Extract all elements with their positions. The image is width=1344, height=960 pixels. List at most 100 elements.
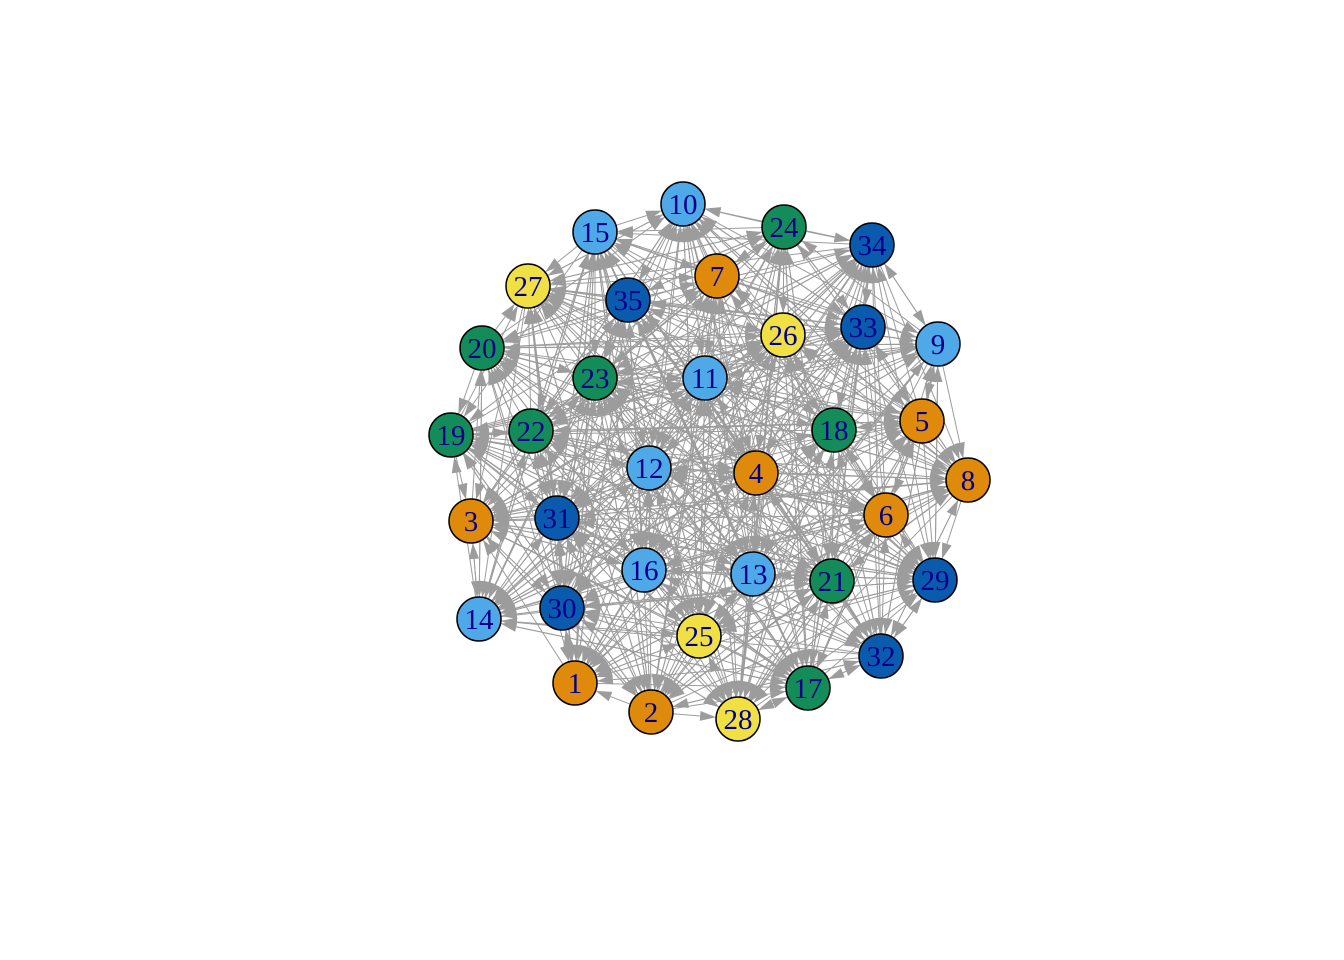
edge-20-27 bbox=[494, 316, 506, 331]
edge-arrowhead-23-17 bbox=[782, 653, 796, 670]
edge-14-25 bbox=[500, 620, 662, 634]
edge-arrowhead-34-9 bbox=[912, 309, 926, 326]
edge-35-17 bbox=[636, 319, 793, 654]
edge-arrowhead-6-27 bbox=[546, 297, 563, 311]
edge-arrowhead-31-23 bbox=[580, 399, 590, 416]
node-label-1: 1 bbox=[568, 668, 583, 700]
edge-23-30 bbox=[566, 399, 593, 571]
node-circle-14 bbox=[456, 596, 502, 642]
edge-arrowhead-34-8 bbox=[949, 442, 960, 460]
edge-arrowhead-31-17 bbox=[773, 662, 790, 676]
edge-16-30 bbox=[596, 578, 625, 593]
edge-arrowhead-33-24 bbox=[797, 244, 812, 260]
edge-8-29 bbox=[946, 500, 962, 545]
edge-arrowhead-28-4 bbox=[748, 494, 759, 512]
edge-arrowhead-2-17 bbox=[769, 688, 787, 699]
edge-arrowhead-30-29 bbox=[896, 577, 914, 588]
edge-arrowhead-20-19 bbox=[458, 397, 469, 415]
edge-arrowhead-33-2 bbox=[661, 676, 674, 693]
edge-arrowhead-35-29 bbox=[903, 550, 919, 566]
node-23: 23 bbox=[572, 355, 618, 401]
edge-23-9 bbox=[616, 347, 901, 377]
edge-arrowhead-35-19 bbox=[468, 407, 485, 422]
edge-arrowhead-29-22 bbox=[551, 438, 569, 449]
edge-arrowhead-27-5 bbox=[884, 403, 902, 414]
edge-21-32 bbox=[843, 599, 861, 625]
edge-33-35 bbox=[665, 303, 842, 325]
edge-arrowhead-9-1 bbox=[591, 653, 607, 668]
edge-26-30 bbox=[585, 351, 770, 579]
node-label-34: 34 bbox=[858, 230, 888, 262]
edge-arrowhead-33-15 bbox=[615, 239, 633, 250]
edge-arrowhead-34-4 bbox=[765, 436, 778, 454]
edge-25-10 bbox=[683, 241, 699, 615]
edge-arrowhead-34-16 bbox=[656, 536, 670, 552]
edge-arrowhead-31-29 bbox=[896, 568, 914, 579]
node-14: 14 bbox=[456, 596, 502, 642]
edge-31-32 bbox=[577, 526, 847, 642]
edge-arrowhead-20-27 bbox=[501, 303, 515, 320]
edge-arrowhead-35-27 bbox=[549, 286, 567, 297]
edge-29-1 bbox=[611, 585, 914, 674]
edge-9-8 bbox=[942, 365, 961, 443]
edge-arrowhead-35-16 bbox=[636, 531, 647, 549]
edge-arrowhead-26-17 bbox=[800, 649, 811, 667]
node-25: 25 bbox=[676, 613, 722, 659]
edge-1-3 bbox=[491, 552, 564, 665]
edge-arrowhead-27-25 bbox=[677, 599, 690, 617]
edge-2-1 bbox=[610, 696, 631, 705]
node-12: 12 bbox=[626, 445, 672, 491]
node-1: 1 bbox=[552, 660, 598, 706]
edge-arrowhead-33-23 bbox=[616, 365, 634, 376]
node-circle-33 bbox=[840, 304, 886, 350]
edge-20-26 bbox=[503, 336, 746, 348]
node-label-19: 19 bbox=[437, 420, 466, 452]
edge-arrowhead-35-1 bbox=[575, 644, 586, 662]
edge-32-18 bbox=[841, 467, 878, 635]
edge-arrowhead-19-30 bbox=[537, 573, 551, 590]
edge-arrowhead-33-17 bbox=[808, 649, 819, 667]
edge-28-11 bbox=[708, 415, 737, 698]
node-circle-24 bbox=[761, 204, 807, 250]
edge-33-29 bbox=[868, 348, 926, 544]
edge-arrowhead-34-12 bbox=[664, 437, 680, 453]
edge-25-2 bbox=[670, 654, 688, 681]
edge-arrowhead-22-28 bbox=[711, 685, 726, 702]
node-circle-10 bbox=[660, 181, 706, 227]
edge-31-14 bbox=[501, 535, 544, 590]
edge-27-14 bbox=[484, 307, 526, 582]
node-20: 20 bbox=[459, 325, 505, 371]
edge-20-12 bbox=[499, 360, 619, 447]
edge-arrowhead-33-1 bbox=[588, 650, 603, 666]
node-label-15: 15 bbox=[581, 217, 610, 249]
edge-34-9 bbox=[883, 263, 918, 313]
edge-20-19 bbox=[463, 368, 476, 400]
edge-25-30 bbox=[599, 615, 678, 633]
edge-arrowhead-7-33 bbox=[825, 309, 843, 320]
node-label-23: 23 bbox=[581, 363, 610, 395]
edge-arrowhead-8-28 bbox=[753, 688, 768, 704]
edge-arrowhead-31-9 bbox=[901, 353, 918, 365]
edge-24-15 bbox=[632, 227, 763, 232]
node-8: 8 bbox=[945, 457, 991, 503]
edge-arrowhead-10-35 bbox=[638, 264, 652, 281]
node-21: 21 bbox=[809, 558, 855, 604]
edge-13-17 bbox=[762, 593, 792, 654]
edge-arrowhead-35-9 bbox=[899, 333, 917, 344]
node-circle-12 bbox=[626, 445, 672, 491]
edge-35-23 bbox=[609, 320, 620, 344]
edge-25-4 bbox=[705, 508, 744, 616]
node-circle-25 bbox=[676, 613, 722, 659]
edge-arrowhead-3-30 bbox=[531, 578, 547, 593]
edge-arrowhead-32-9 bbox=[926, 365, 937, 383]
node-11: 11 bbox=[682, 355, 728, 401]
edge-19-31 bbox=[468, 448, 528, 495]
node-circle-17 bbox=[785, 665, 831, 711]
edge-arrowhead-24-3 bbox=[487, 491, 503, 506]
edge-arrowhead-33-3 bbox=[490, 499, 508, 512]
edge-arrowhead-2-27 bbox=[533, 307, 544, 324]
edge-arrowhead-20-10 bbox=[649, 216, 666, 231]
edge-arrowhead-30-28 bbox=[703, 694, 720, 708]
node-circle-26 bbox=[760, 312, 806, 358]
node-2: 2 bbox=[628, 689, 674, 735]
